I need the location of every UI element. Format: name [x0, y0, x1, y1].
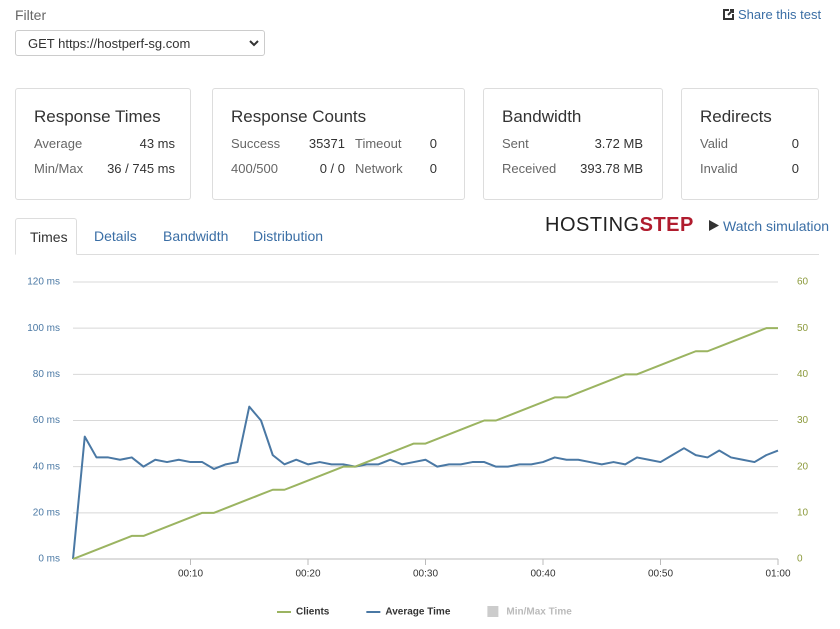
filter-label: Filter	[15, 7, 47, 23]
value: 35371	[308, 136, 345, 151]
value: 0	[791, 161, 799, 176]
y-tick-label: 120 ms	[27, 277, 60, 288]
x-tick-label: 00:10	[178, 569, 203, 580]
y-tick-label: 0 ms	[38, 554, 60, 565]
label: Min/Max	[34, 161, 84, 176]
x-tick-label: 01:00	[765, 569, 790, 580]
x-tick-label: 00:20	[295, 569, 320, 580]
legend-label: Min/Max Time	[506, 607, 572, 618]
filter-select[interactable]: GET https://hostperf-sg.com	[15, 30, 265, 56]
legend-swatch	[487, 606, 499, 617]
card-title: Redirects	[700, 107, 772, 126]
y-tick-label: 80 ms	[33, 369, 60, 380]
share-icon	[723, 9, 734, 20]
y2-tick-label: 60	[797, 277, 809, 288]
label: 400/500	[231, 161, 278, 176]
filter-value: GET https://hostperf-sg.com	[28, 36, 191, 51]
x-tick-label: 00:50	[648, 569, 673, 580]
value: 0 / 0	[319, 161, 345, 176]
y2-tick-label: 30	[797, 415, 809, 426]
value: 43 ms	[139, 136, 175, 151]
value: 393.78 MB	[580, 161, 643, 176]
y2-tick-label: 20	[797, 461, 809, 472]
tab[interactable]: Bandwidth	[163, 228, 229, 244]
y2-tick-label: 50	[797, 323, 809, 334]
value: 0	[429, 136, 437, 151]
chart: 0 ms 20 ms 40 ms 60 ms 80 ms 100 ms 120 ms 0 10 2…	[27, 277, 809, 618]
value: 3.72 MB	[594, 136, 643, 151]
card: Response Counts Success 35371 Timeout 0 …	[212, 88, 465, 200]
card-title: Bandwidth	[502, 107, 582, 126]
y-tick-label: 60 ms	[33, 415, 60, 426]
logo-text: HOSTING	[545, 214, 640, 236]
chevron	[249, 40, 259, 47]
y-tick-label: 100 ms	[27, 323, 60, 334]
y-tick-label: 20 ms	[33, 507, 60, 518]
label: Valid	[700, 136, 728, 151]
value: 0	[791, 136, 799, 151]
y2-tick-label: 10	[797, 507, 809, 518]
play-icon	[709, 220, 719, 231]
y2-tick-label: 0	[797, 554, 803, 565]
value: 0	[429, 161, 437, 176]
share-link[interactable]: Share this test	[738, 7, 822, 22]
card-title: Response Counts	[231, 107, 367, 126]
series-line	[72, 405, 779, 560]
label: Timeout	[355, 136, 402, 151]
legend-label: Average Time	[385, 607, 450, 618]
y-tick-label: 40 ms	[33, 461, 60, 472]
label: Received	[502, 161, 557, 176]
label: Success	[231, 136, 281, 151]
tab[interactable]: Distribution	[253, 228, 324, 244]
label: Sent	[502, 136, 529, 151]
legend-label: Clients	[296, 607, 330, 618]
y2-tick-label: 40	[797, 369, 809, 380]
series-line	[72, 327, 778, 560]
card: Response Times Average 43 ms Min/Max 36 …	[15, 88, 191, 200]
tab-label: Times	[30, 229, 68, 245]
card-title: Response Times	[34, 107, 161, 126]
watch-link[interactable]: Watch simulation	[723, 218, 830, 234]
label: Invalid	[700, 161, 738, 176]
card: Redirects Valid 0 Invalid 0	[681, 88, 819, 200]
label: Average	[34, 136, 83, 151]
tab[interactable]: Details	[94, 228, 137, 244]
x-tick-label: 00:40	[530, 569, 555, 580]
label: Network	[355, 161, 403, 176]
card: Bandwidth Sent 3.72 MB Received 393.78 M…	[483, 88, 663, 200]
tab-rule	[15, 254, 819, 255]
logo: HOSTINGSTEP	[545, 214, 694, 237]
x-tick-label: 00:30	[413, 569, 438, 580]
value: 36 / 745 ms	[107, 161, 175, 176]
tab-active[interactable]: Times	[15, 218, 77, 255]
logo-text: STEP	[639, 214, 694, 236]
